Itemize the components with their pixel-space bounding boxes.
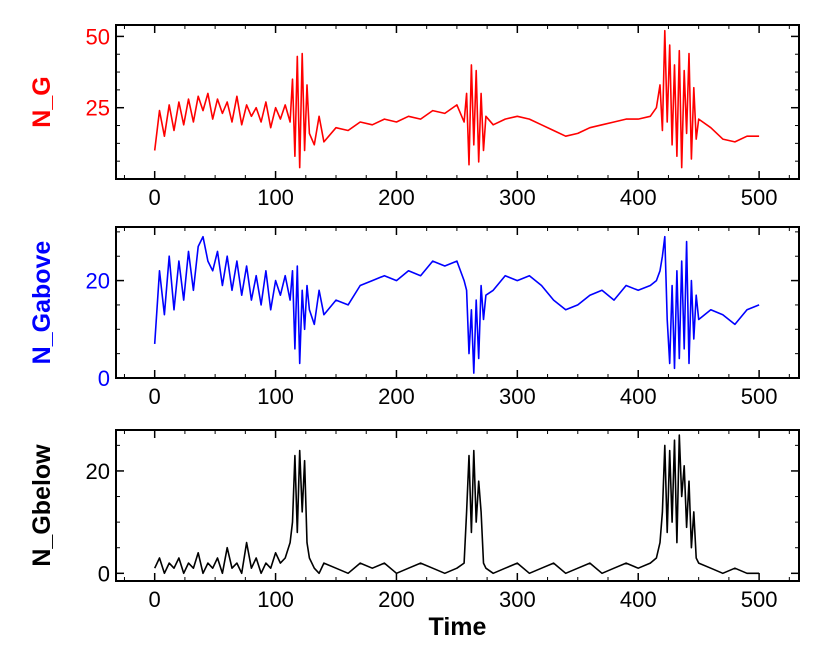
- x-tick-label: 300: [499, 587, 536, 612]
- x-tick-label: 200: [378, 384, 415, 409]
- panel-2: 0 100 200 300 400 500 0 20 N_Gabove: [28, 226, 800, 409]
- y-axis-title: N_Gbelow: [28, 444, 56, 567]
- y-tick-label: 20: [86, 269, 110, 294]
- panel-1: 0 100 200 300 400 500 25 50 N_G: [28, 24, 800, 210]
- y-tick-label: 50: [86, 24, 110, 49]
- plot-frame: [115, 226, 800, 379]
- y-axis-title: N_G: [28, 76, 56, 127]
- x-tick-label: 500: [741, 384, 778, 409]
- plot-frame: [115, 429, 800, 582]
- y-tick-label: 0: [98, 561, 110, 586]
- series-line-N_Gabove: [153, 235, 760, 374]
- x-tick-label: 400: [620, 185, 657, 210]
- x-tick-label: 500: [741, 587, 778, 612]
- series-line-N_G: [153, 29, 760, 169]
- x-tick-label: 0: [149, 384, 161, 409]
- x-tick-label: 200: [378, 185, 415, 210]
- y-tick-label: 25: [86, 96, 110, 121]
- y-axis-title: N_Gabove: [28, 241, 56, 365]
- plot-frame: [115, 24, 800, 180]
- x-tick-label: 100: [257, 384, 294, 409]
- x-tick-label: 400: [620, 384, 657, 409]
- x-axis-title: Time: [429, 613, 487, 641]
- x-tick-label: 300: [499, 384, 536, 409]
- x-tick-label: 300: [499, 185, 536, 210]
- x-tick-label: 200: [378, 587, 415, 612]
- x-tick-label: 0: [149, 185, 161, 210]
- x-tick-label: 100: [257, 185, 294, 210]
- x-tick-label: 0: [149, 587, 161, 612]
- y-tick-label: 0: [98, 366, 110, 391]
- y-tick-label: 20: [86, 459, 110, 484]
- x-tick-label: 500: [741, 185, 778, 210]
- panel-3: 0 100 200 300 400 500 0 20 N_Gbelow Time: [28, 429, 800, 641]
- series-line-N_Gbelow: [153, 434, 760, 575]
- x-tick-label: 100: [257, 587, 294, 612]
- x-tick-label: 400: [620, 587, 657, 612]
